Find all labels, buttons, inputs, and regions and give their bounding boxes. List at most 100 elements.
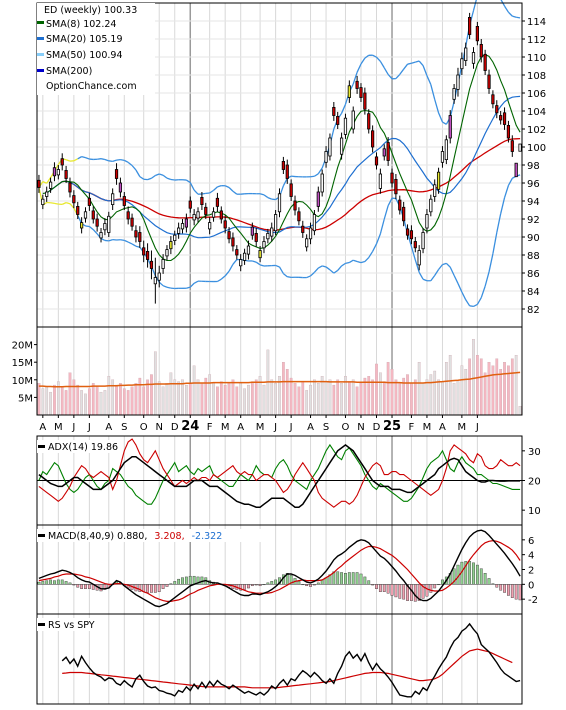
bollinger-upper — [167, 178, 171, 179]
volume-bar — [294, 383, 296, 415]
volume-bar — [410, 383, 412, 415]
macd-histogram-bar — [496, 584, 498, 587]
bollinger-lower — [221, 276, 225, 279]
adx-tick-label: 30 — [528, 447, 541, 458]
candle-body — [468, 17, 470, 34]
x-tick-label: J — [87, 422, 91, 433]
volume-bar — [115, 385, 117, 415]
bollinger-lower — [101, 239, 105, 241]
legend-title: ED (weekly) 100.33 — [44, 5, 137, 16]
candle-body — [65, 170, 67, 178]
volume-bar — [519, 406, 521, 415]
candle-body — [181, 224, 183, 229]
price-tick-label: 84 — [527, 287, 540, 298]
volume-bar — [193, 366, 195, 415]
bollinger-lower — [256, 262, 260, 265]
volume-bar — [162, 387, 164, 415]
bollinger-lower — [357, 261, 361, 262]
source-label: OptionChance.com — [46, 81, 137, 92]
x-tick-label: M — [256, 422, 265, 433]
bollinger-upper — [384, 68, 388, 75]
volume-bar — [197, 380, 199, 415]
candle-body — [100, 233, 102, 238]
macd-histogram-bar — [189, 576, 191, 584]
volume-bar — [77, 385, 79, 415]
candle-body — [511, 141, 513, 152]
macd-histogram-bar — [243, 584, 245, 589]
x-tick-label: F — [409, 422, 415, 433]
volume-bar — [108, 376, 110, 415]
bollinger-lower — [128, 242, 132, 244]
volume-bar — [465, 369, 467, 415]
volume-bar — [305, 390, 307, 415]
bollinger-upper — [377, 57, 381, 61]
bollinger-upper — [82, 157, 86, 158]
volume-bar — [453, 383, 455, 415]
candle-body — [158, 273, 160, 280]
candle-body — [472, 53, 474, 64]
volume-bar — [375, 364, 377, 415]
bollinger-upper — [105, 160, 109, 161]
price-tick-label: 82 — [527, 305, 540, 316]
volume-bar — [414, 380, 416, 415]
macd-histogram-bar — [348, 572, 350, 584]
bollinger-lower — [369, 251, 373, 257]
adx-legend: ADX(14) 19.86 — [37, 440, 123, 453]
bollinger-lower — [423, 279, 427, 281]
candle-body — [45, 192, 47, 197]
candle-body — [496, 106, 498, 113]
candle-body — [162, 260, 164, 269]
candle-body — [484, 54, 486, 70]
x-tick-label: 24 — [181, 419, 199, 434]
candle-body — [259, 251, 261, 258]
volume-bar — [387, 362, 389, 415]
bollinger-lower — [229, 264, 233, 271]
legend-sma50: SMA(50) 100.94 — [46, 50, 123, 61]
candle-body — [193, 215, 195, 220]
volume-bar — [170, 373, 172, 415]
candle-body — [220, 211, 222, 219]
candle-body — [247, 246, 249, 254]
bollinger-lower — [70, 204, 74, 208]
bollinger-upper — [78, 157, 82, 159]
bollinger-lower — [233, 260, 237, 265]
macd-histogram-bar — [368, 581, 370, 585]
candle-body — [449, 116, 451, 139]
macd-histogram-bar — [511, 584, 513, 597]
x-tick-label: D — [373, 422, 381, 433]
candle-body — [387, 143, 389, 161]
candle-body — [205, 207, 207, 214]
macd-histogram-bar — [430, 584, 432, 592]
volume-bar — [348, 382, 350, 415]
candle-body — [499, 116, 501, 121]
candle-body — [309, 228, 311, 239]
bollinger-upper — [427, 76, 431, 85]
candle-body — [174, 235, 176, 240]
rs-frame — [37, 614, 522, 704]
bollinger-lower — [349, 260, 353, 262]
candle-body — [216, 198, 218, 206]
bollinger-lower — [136, 246, 140, 247]
volume-bar — [243, 389, 245, 415]
macd-histogram-bar — [177, 579, 179, 584]
volume-bar — [511, 359, 513, 415]
volume-bar — [391, 369, 393, 415]
price-tick-label: 86 — [527, 269, 540, 280]
volume-bar — [232, 380, 234, 415]
candle-body — [53, 168, 55, 176]
bollinger-upper — [210, 190, 214, 193]
x-tick-label: A — [439, 422, 446, 433]
macd-histogram-bar — [515, 584, 517, 599]
candle-body — [414, 242, 416, 248]
macd-tick-label: 2 — [528, 566, 534, 577]
volume-bar — [251, 382, 253, 415]
bollinger-upper — [171, 179, 175, 180]
volume-bar — [352, 380, 354, 415]
volume-bar — [216, 387, 218, 415]
bollinger-lower — [373, 244, 377, 252]
candle-body — [236, 250, 238, 255]
candle-body — [197, 212, 199, 218]
volume-bar — [356, 387, 358, 415]
